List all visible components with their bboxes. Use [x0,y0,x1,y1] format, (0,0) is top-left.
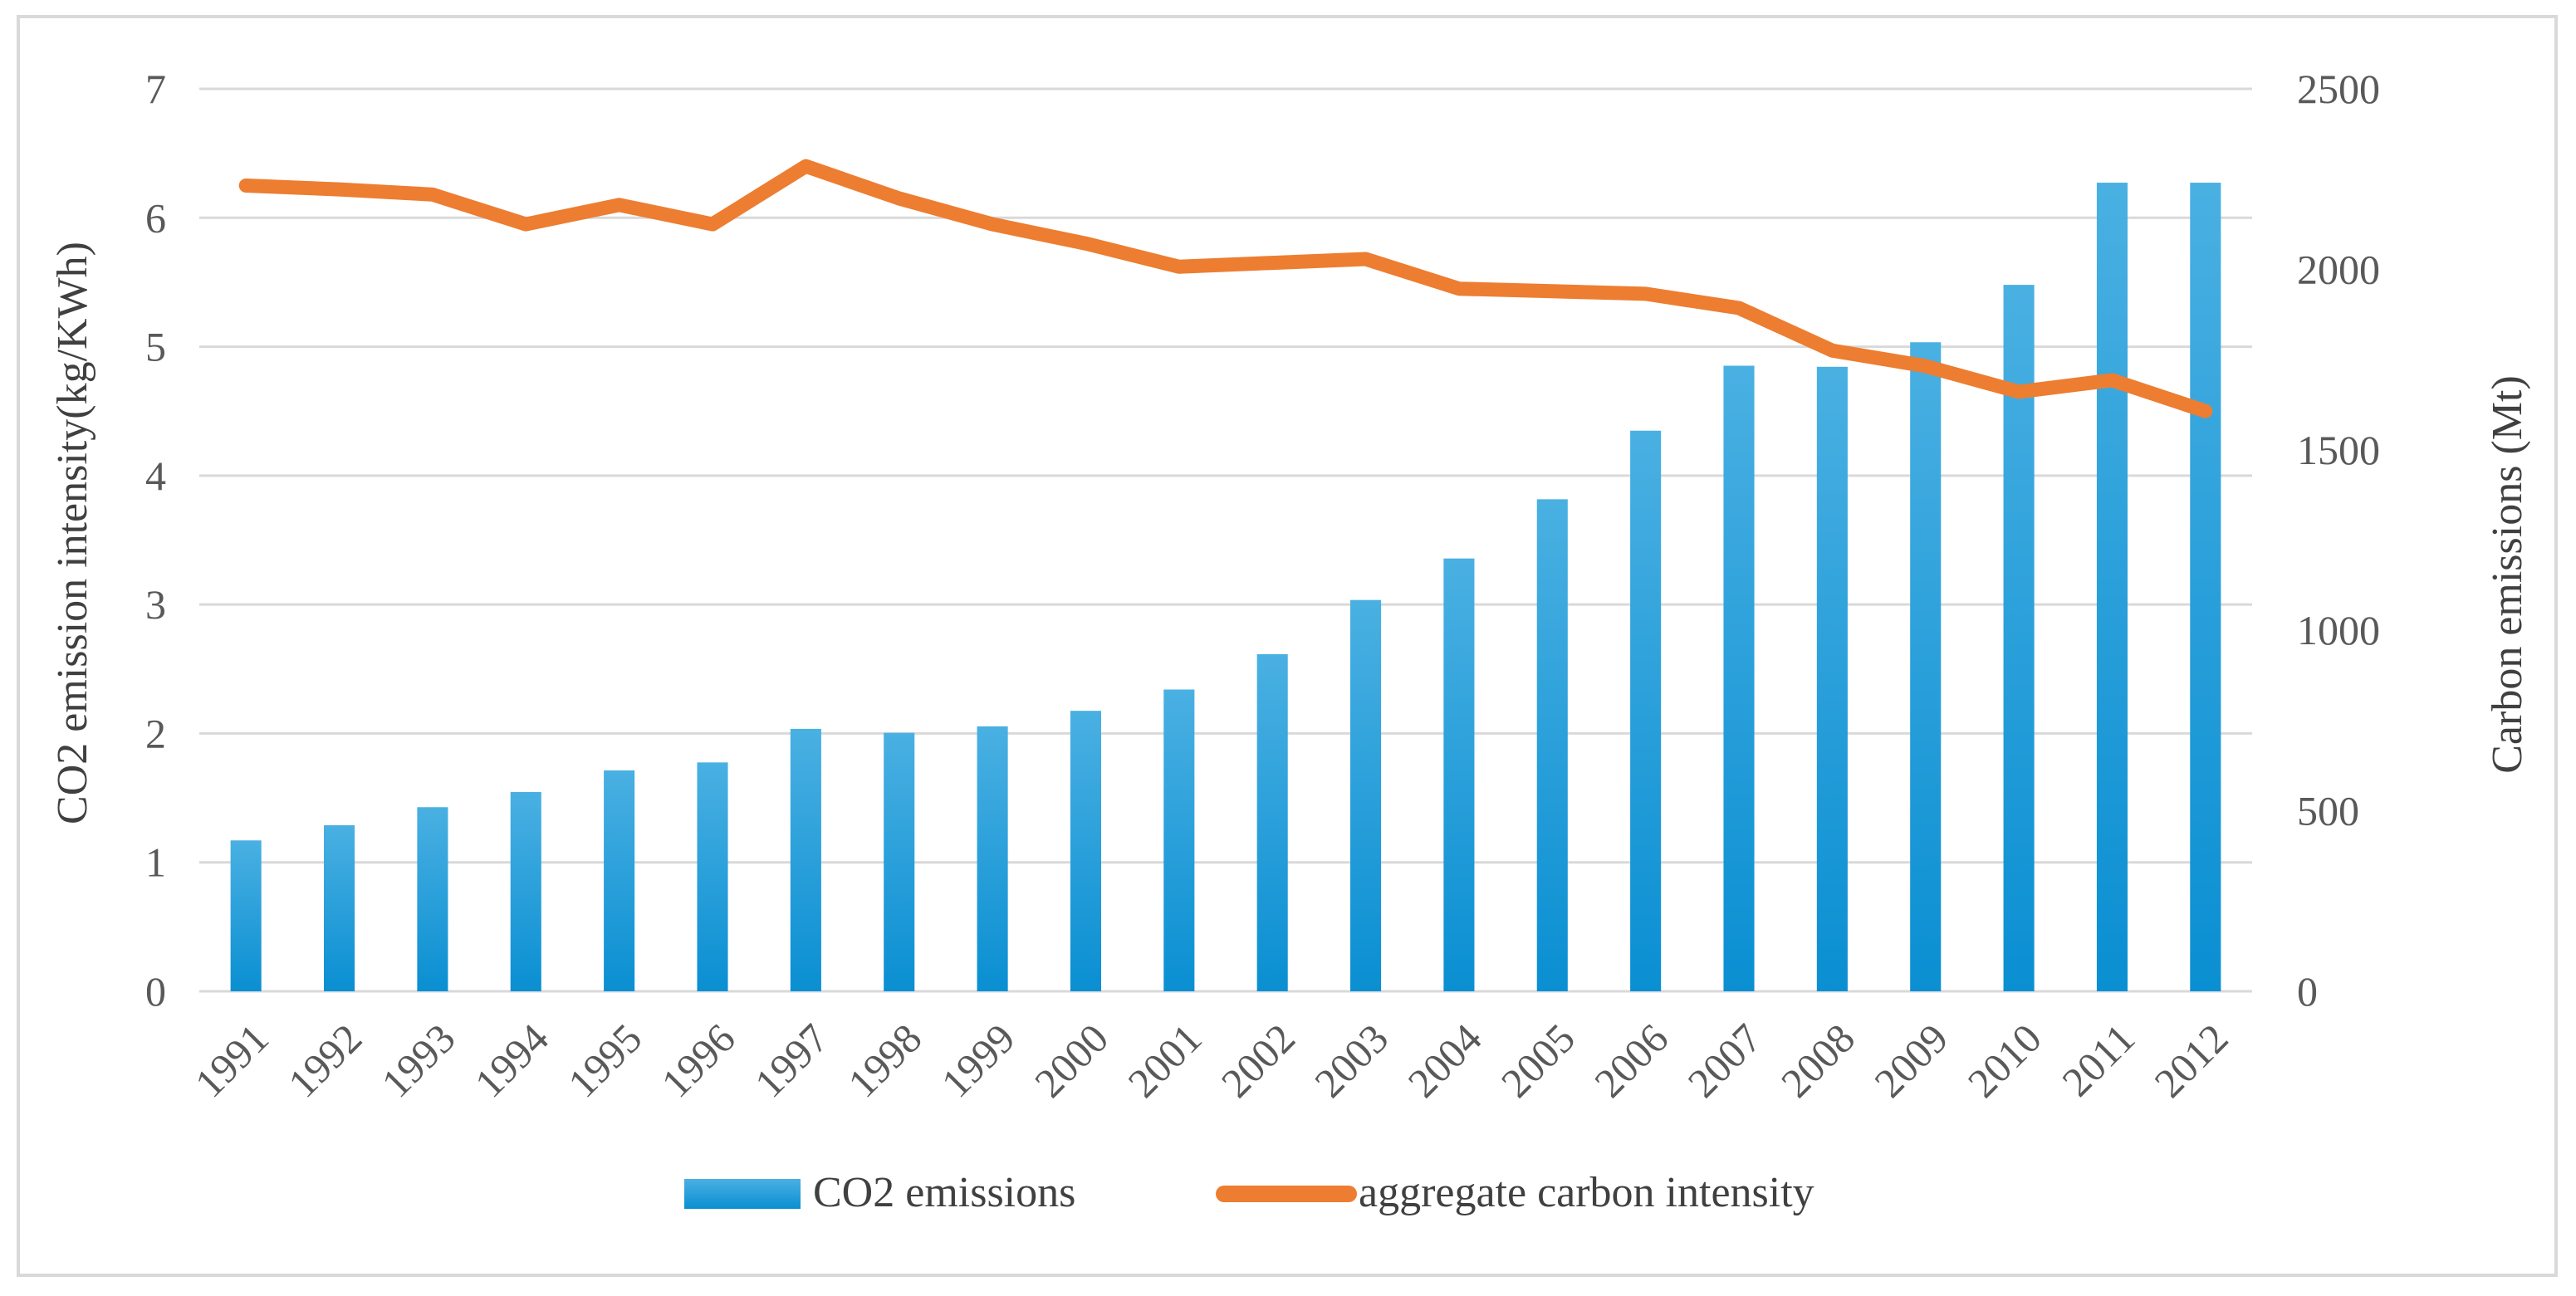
bar-1995 [604,770,635,991]
x-tick-label: 1994 [466,1015,557,1106]
carbon-intensity-line [238,159,2213,418]
right-tick-label: 1000 [2297,607,2380,653]
left-tick-label: 1 [145,839,166,886]
left-tick-label: 2 [145,710,166,756]
x-tick-label: 2001 [1119,1015,1210,1106]
right-axis-title: Carbon emissions (Mt) [2484,375,2531,774]
left-axis-ticks: 0 1 2 3 4 5 6 7 [145,66,166,1015]
left-tick-label: 3 [145,581,166,628]
legend-label-carbon-intensity: aggregate carbon intensity [1359,1169,1814,1216]
x-tick-label: 1997 [746,1015,837,1106]
bar-2005 [1536,499,1568,991]
right-tick-label: 0 [2297,968,2318,1015]
x-tick-label: 2000 [1026,1015,1117,1106]
x-tick-label: 2008 [1772,1015,1863,1106]
x-tick-label: 2002 [1212,1015,1304,1106]
bar-2003 [1350,599,1382,991]
right-tick-label: 1500 [2297,427,2380,473]
left-tick-label: 5 [145,324,166,370]
bar-2010 [2003,285,2035,991]
x-tick-label: 2005 [1492,1015,1584,1106]
bar-2008 [1816,366,1848,991]
bar-1993 [417,807,448,991]
legend-label-co2-emissions: CO2 emissions [813,1169,1075,1216]
x-tick-label: 1998 [839,1015,930,1106]
x-tick-label: 2003 [1305,1015,1397,1106]
bar-series-co2-emissions [230,183,2221,992]
bar-2000 [1070,711,1101,991]
right-axis-ticks: 0 500 1000 1500 2000 2500 [2297,66,2380,1015]
left-tick-label: 6 [145,194,166,241]
bar-2007 [1723,365,1755,992]
x-tick-label: 2011 [2053,1015,2143,1105]
x-tick-label: 2010 [1959,1015,2050,1106]
left-tick-label: 7 [145,66,166,112]
x-tick-label: 2009 [1865,1015,1956,1106]
legend: CO2 emissions aggregate carbon intensity [684,1169,1814,1216]
x-tick-label: 1999 [933,1015,1024,1106]
right-tick-label: 500 [2297,788,2359,834]
x-tick-label: 2006 [1585,1015,1677,1106]
x-tick-label: 1992 [279,1015,370,1106]
x-tick-label: 2012 [2145,1015,2236,1106]
right-tick-label: 2500 [2297,66,2380,112]
bar-1997 [790,728,821,991]
bar-2002 [1256,653,1288,991]
x-tick-label: 1996 [652,1015,743,1106]
bar-2009 [1910,342,1942,991]
left-tick-label: 4 [145,452,166,499]
bar-1996 [697,762,728,991]
bar-1994 [510,791,541,991]
x-tick-label: 2007 [1678,1015,1770,1106]
x-tick-label: 2004 [1398,1015,1490,1106]
bar-1991 [230,840,262,991]
bar-1992 [324,824,355,991]
legend-swatch-co2-emissions [684,1179,801,1209]
left-tick-label: 0 [145,968,166,1015]
bar-2001 [1163,689,1195,991]
x-axis-ticks: 1991 1992 1993 1994 1995 1996 1997 1998 1999 2000… [186,1015,2237,1106]
x-tick-label: 1991 [186,1015,277,1106]
right-tick-label: 2000 [2297,246,2380,292]
bar-2012 [2190,183,2221,992]
left-axis-title: CO2 emission intensity(kg/KWh) [49,242,96,824]
bar-2004 [1443,558,1475,991]
x-tick-label: 1993 [372,1015,463,1106]
x-tick-label: 1995 [559,1015,650,1106]
bar-2011 [2096,183,2128,992]
bar-1998 [884,732,915,991]
bar-1999 [977,726,1008,991]
line-series-carbon-intensity [238,159,2213,418]
bar-2006 [1630,430,1662,991]
